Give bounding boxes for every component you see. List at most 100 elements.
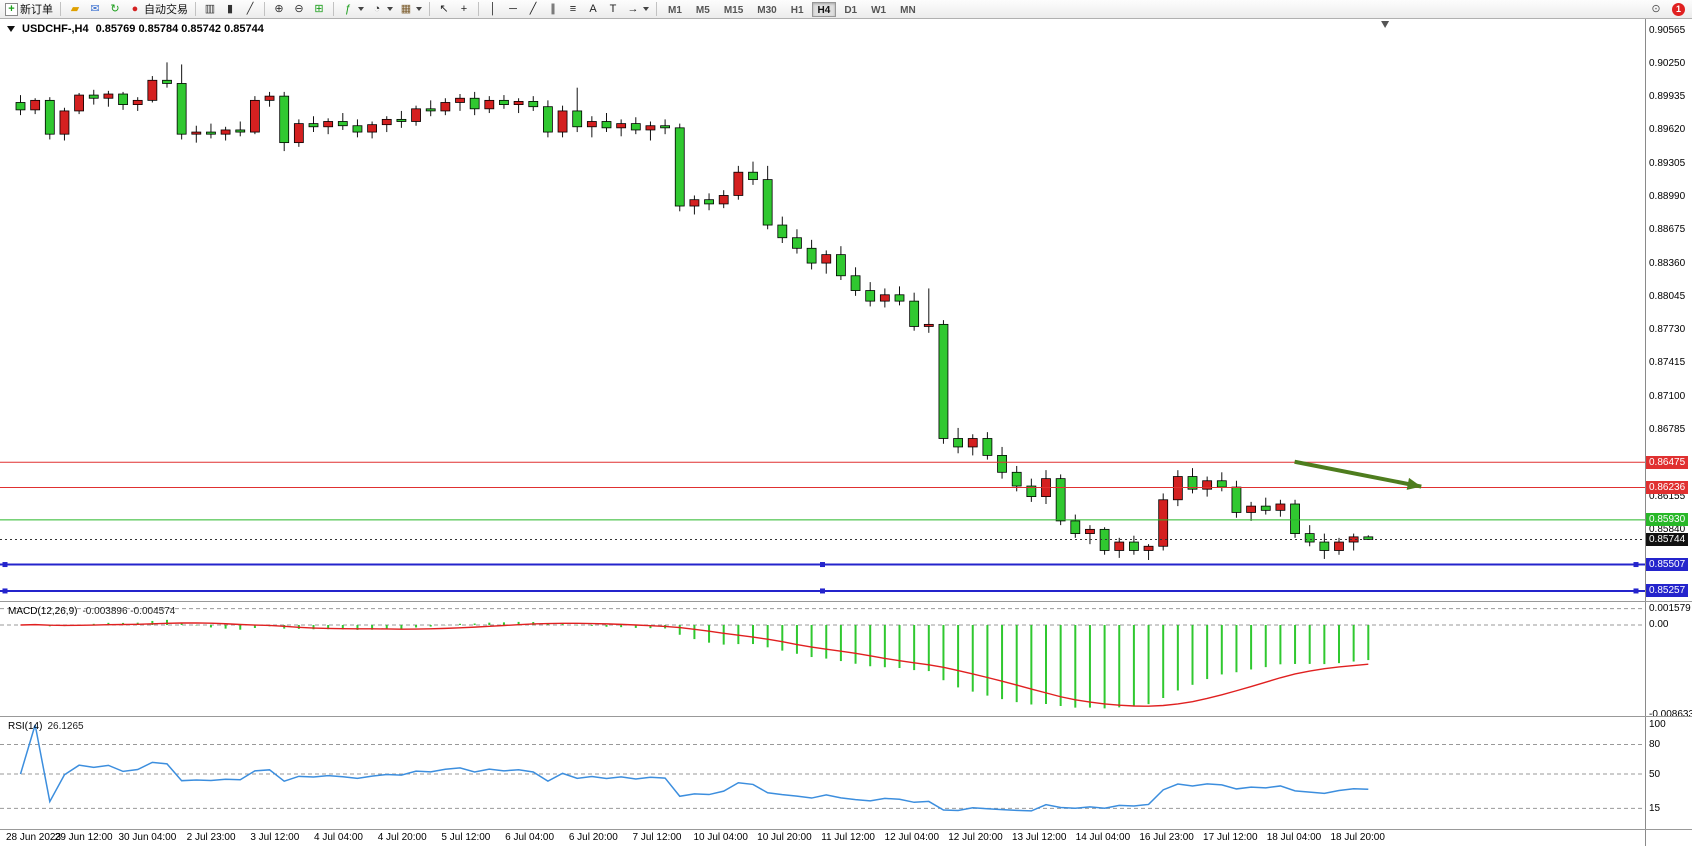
vertical-line-icon: │ (489, 3, 497, 15)
tf-m15-button[interactable]: M15 (723, 4, 744, 16)
line-handle[interactable] (2, 562, 8, 568)
channel-button[interactable]: ∥ (544, 1, 562, 18)
price-axis-label: 0.88360 (1649, 257, 1686, 269)
time-axis-label: 6 Jul 20:00 (568, 832, 618, 843)
price-badge: 0.85744 (1646, 533, 1689, 546)
tile-windows-button[interactable]: ⊞ (310, 1, 328, 18)
tf-mn-button[interactable]: MN (900, 4, 916, 16)
candlestick-icon: ▮ (226, 3, 234, 15)
charts-profile-button[interactable]: ▰ (66, 1, 84, 18)
stop-icon: ● (131, 3, 139, 15)
line-handle[interactable] (1633, 562, 1639, 568)
periods-button[interactable]: ◔ (368, 1, 395, 18)
arrow-annotation[interactable] (1294, 459, 1422, 490)
time-axis-label: 3 Jul 12:00 (250, 832, 300, 843)
cursor-button[interactable]: ↖ (435, 1, 453, 18)
toolbar-separator (264, 2, 265, 16)
new-order-button[interactable]: + 新订单 (3, 1, 55, 18)
trendline-button[interactable]: ╱ (524, 1, 542, 18)
panel-separator-chart-macd[interactable] (0, 601, 1692, 602)
chart-collapse-icon[interactable] (7, 26, 15, 32)
candlestick-chart-button[interactable]: ▮ (221, 1, 239, 18)
templates-button[interactable]: ▦ (397, 1, 424, 18)
chart-shift-marker[interactable] (1381, 21, 1390, 28)
time-axis-label: 14 Jul 04:00 (1075, 832, 1131, 843)
line-handle[interactable] (2, 588, 8, 594)
line-handle[interactable] (820, 588, 825, 594)
macd-values: -0.003896 -0.004574 (82, 606, 176, 617)
magnifier-icon: ⊙ (1651, 3, 1661, 15)
zoom-out-icon: ⊖ (294, 3, 304, 15)
fibonacci-icon: ≡ (569, 3, 577, 15)
rsi-value: 26.1265 (47, 721, 84, 732)
time-axis-label: 12 Jul 20:00 (948, 832, 1003, 843)
time-axis-label: 30 Jun 04:00 (118, 832, 177, 843)
indicators-button[interactable]: ƒ (339, 1, 366, 18)
refresh-button[interactable]: ↻ (106, 1, 124, 18)
bar-chart-icon: ▥ (204, 3, 216, 15)
time-axis-label: 5 Jul 12:00 (441, 832, 491, 843)
tf-m5-button[interactable]: M5 (695, 4, 710, 16)
rsi-axis-label: 100 (1649, 719, 1666, 731)
tf-m30-button[interactable]: M30 (757, 4, 777, 16)
tf-m1-button[interactable]: M1 (668, 4, 682, 16)
bar-chart-button[interactable]: ▥ (201, 1, 219, 18)
tf-w1-button[interactable]: W1 (871, 4, 887, 16)
messages-button[interactable]: ✉ (86, 1, 104, 18)
new-order-button-label: 新订单 (20, 4, 53, 16)
horizontal-line-button[interactable]: ─ (504, 1, 522, 18)
crosshair-button[interactable]: + (455, 1, 473, 18)
rsi-axis-label: 15 (1649, 802, 1661, 814)
macd-label: MACD(12,26,9) (8, 606, 78, 617)
time-axis-label: 10 Jul 04:00 (693, 832, 748, 843)
text-label-button[interactable]: T (604, 1, 622, 18)
price-axis-label: 0.90565 (1649, 24, 1686, 36)
time-axis: 28 Jun 2023 29 Jun 12:00 30 Jun 04:00 2 Jul… (0, 831, 1692, 846)
template-icon: ▦ (400, 3, 412, 15)
symbol-timeframe-label: USDCHF-,H4 (22, 23, 89, 35)
folder-icon: ▰ (70, 3, 80, 15)
price-badge: 0.85507 (1646, 558, 1689, 572)
line-handle[interactable] (820, 562, 825, 568)
toolbar-separator (333, 2, 334, 16)
tf-h1-button[interactable]: H1 (790, 4, 804, 16)
chart-canvas[interactable] (0, 19, 1645, 846)
zoom-in-button[interactable]: ⊕ (270, 1, 288, 18)
price-axis-label: 0.89620 (1649, 124, 1686, 136)
price-badge: 0.85930 (1646, 513, 1689, 527)
tf-h4-button[interactable]: H4 (811, 1, 837, 17)
rsi-label: RSI(14) (8, 721, 43, 732)
vertical-line-button[interactable]: │ (484, 1, 502, 18)
time-axis-label: 13 Jul 12:00 (1011, 832, 1067, 843)
text-button[interactable]: A (584, 1, 602, 18)
time-axis-label: 18 Jul 20:00 (1330, 832, 1385, 843)
price-badge: 0.86236 (1646, 481, 1689, 495)
search-button[interactable]: ⊙ (1647, 1, 1665, 18)
rsi-axis-label: 80 (1649, 739, 1661, 751)
price-axis-label: 0.88045 (1649, 290, 1686, 302)
fibonacci-button[interactable]: ≡ (564, 1, 582, 18)
price-axis-label: 0.87730 (1649, 324, 1686, 336)
main-toolbar: + 新订单 ▰ ✉ ↻ ● 自动交易 ▥ ▮ ╱ ⊕ ⊖ ⊞ ƒ ◔ ▦ ↖ + │ ─ ╱ ∥ ≡ A T → M1 M5 M15 M3… (0, 0, 1692, 19)
arrow-icon: → (627, 3, 639, 15)
time-axis-label: 10 Jul 20:00 (757, 832, 812, 843)
clock-icon: ◔ (373, 3, 381, 15)
price-axis: 0.90565 0.90250 0.89935 0.89620 0.89305 0.889… (1645, 19, 1692, 846)
time-axis-label: 2 Jul 23:00 (186, 832, 236, 843)
auto-trading-button[interactable]: ● 自动交易 (126, 1, 190, 18)
zoom-out-button[interactable]: ⊖ (290, 1, 308, 18)
price-axis-label: 0.88990 (1649, 191, 1686, 203)
notifications-button[interactable]: 1 (1670, 1, 1687, 18)
macd-indicator (0, 608, 1645, 709)
macd-axis-label: 0.001579 (1649, 603, 1691, 615)
line-handle[interactable] (1633, 588, 1639, 594)
price-axis-label: 0.85840 (1649, 523, 1686, 535)
tf-d1-button[interactable]: D1 (844, 4, 858, 16)
ohlc-quote: 0.85769 0.85784 0.85742 0.85744 (95, 23, 264, 35)
panel-separator-macd-rsi[interactable] (0, 716, 1692, 717)
toolbar-separator (60, 2, 61, 16)
macd-axis-label: -0.008633 (1649, 708, 1692, 720)
arrows-button[interactable]: → (624, 1, 651, 18)
line-chart-button[interactable]: ╱ (241, 1, 259, 18)
